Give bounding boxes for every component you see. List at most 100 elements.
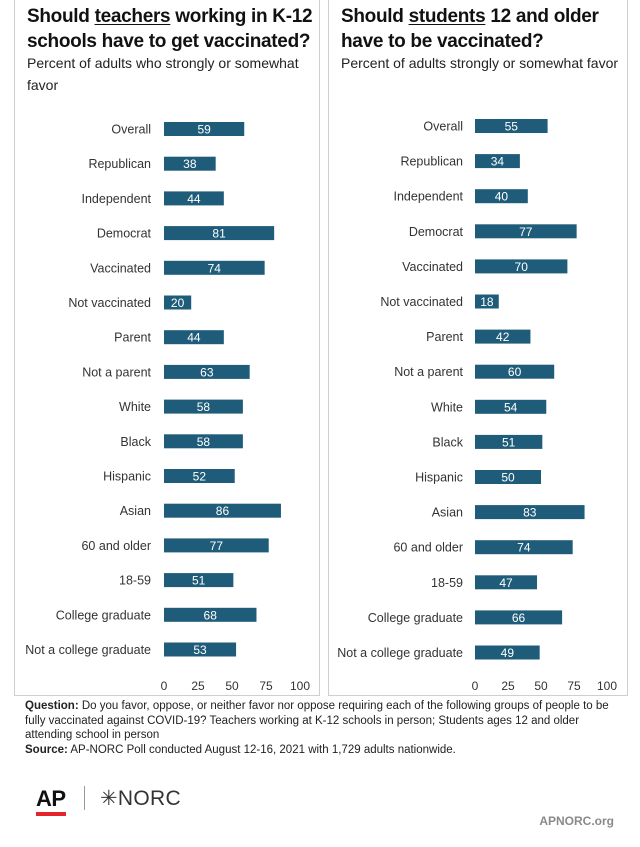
right-x-tick-label: 50 (534, 679, 548, 693)
question-note: Question: Do you favor, oppose, or neith… (25, 699, 625, 743)
right-bar (475, 329, 531, 344)
right-bar-value-label: 34 (491, 155, 505, 169)
right-bar (475, 364, 555, 379)
norc-logo: ✳NORC (100, 787, 181, 810)
left-bar (164, 226, 275, 241)
left-category-label: Republican (88, 157, 151, 171)
right-title-underlined: students (408, 6, 486, 27)
site-url: APNORC.org (539, 814, 614, 828)
left-bar-value-label: 86 (216, 504, 230, 518)
right-chart-subtitle: Percent of adults strongly or somewhat f… (341, 55, 619, 71)
right-bar-value-label: 54 (504, 400, 518, 414)
left-category-label: Not a college graduate (25, 643, 151, 657)
left-bar (164, 469, 235, 483)
right-bar-value-label: 50 (501, 471, 515, 485)
right-x-tick-label: 0 (472, 679, 479, 693)
footer-notes: Question: Do you favor, oppose, or neith… (25, 699, 625, 757)
left-category-label: Overall (111, 123, 151, 137)
source-note: Source: AP-NORC Poll conducted August 12… (25, 743, 625, 758)
left-bar-value-label: 77 (210, 539, 224, 553)
left-bar-value-label: 44 (187, 331, 201, 345)
left-bar-value-label: 63 (200, 365, 214, 379)
left-category-label: Asian (120, 504, 151, 518)
left-category-label: Parent (114, 331, 151, 345)
right-bar-chart: Overall 55 Republican 34 Independent 40 Democr… (337, 119, 617, 693)
left-bar-value-label: 38 (183, 157, 197, 171)
left-category-label: Not a parent (82, 365, 151, 379)
left-title-pre: Should (27, 6, 95, 27)
right-title-pre: Should (341, 6, 409, 27)
right-bar-value-label: 77 (519, 225, 533, 239)
left-bar (164, 364, 250, 379)
left-category-label: Black (120, 435, 151, 449)
left-category-label: Not vaccinated (68, 296, 151, 310)
right-bar-value-label: 55 (505, 120, 519, 134)
left-category-label: Democrat (97, 227, 152, 241)
left-bar (164, 434, 243, 449)
left-bar (164, 156, 216, 171)
right-category-label: 60 and older (393, 541, 463, 555)
left-title-post: working in K-12 (170, 6, 313, 27)
left-chart-panel: Should teachers working in K-12 schools … (14, 0, 320, 696)
right-title-post: 12 and older (485, 6, 599, 27)
left-category-label: 18-59 (119, 574, 151, 588)
right-category-label: Vaccinated (402, 260, 463, 274)
source-text: AP-NORC Poll conducted August 12-16, 202… (67, 743, 456, 756)
right-bar (475, 294, 499, 309)
right-bar-value-label: 51 (502, 435, 516, 449)
left-bar-value-label: 20 (171, 296, 185, 310)
left-bar-value-label: 81 (212, 227, 226, 241)
left-bar-value-label: 68 (204, 608, 218, 622)
left-bar (164, 295, 192, 310)
left-bar (164, 399, 243, 414)
right-title-line2: have to be vaccinated? (341, 31, 544, 52)
right-bar (475, 189, 528, 204)
right-bar-value-label: 70 (515, 260, 529, 274)
right-bar-value-label: 60 (508, 365, 522, 379)
left-bar (164, 538, 269, 553)
right-category-label: Independent (393, 190, 463, 204)
left-category-label: College graduate (56, 608, 151, 622)
right-x-tick-label: 75 (567, 679, 581, 693)
right-category-label: Asian (432, 506, 463, 520)
right-x-tick-label: 100 (597, 679, 617, 693)
left-bar-value-label: 59 (197, 123, 211, 137)
right-bar (475, 540, 573, 555)
right-category-label: College graduate (368, 611, 463, 625)
right-bar (475, 575, 538, 590)
right-bar-value-label: 83 (523, 506, 537, 520)
left-bar (164, 330, 224, 345)
left-bar-value-label: 52 (193, 470, 207, 484)
left-bar (164, 573, 234, 588)
right-bar (475, 224, 577, 239)
right-bar-value-label: 47 (499, 576, 513, 590)
left-x-tick-label: 50 (225, 679, 239, 693)
left-category-label: Hispanic (103, 470, 151, 484)
right-bar (475, 470, 541, 484)
logo-divider (84, 786, 85, 810)
right-bar (475, 434, 543, 449)
right-category-label: 18-59 (431, 576, 463, 590)
right-bar-value-label: 66 (512, 611, 526, 625)
right-bar (475, 610, 563, 625)
left-bar (164, 607, 257, 622)
right-bar-value-label: 74 (517, 541, 531, 555)
left-bar (164, 503, 281, 518)
left-category-label: Independent (81, 192, 151, 206)
left-category-label: White (119, 400, 151, 414)
right-chart-panel: Should students 12 and older have to be … (328, 0, 628, 696)
left-bar (164, 260, 265, 275)
ap-logo: AP (36, 786, 66, 811)
left-bar-value-label: 53 (193, 643, 207, 657)
left-bar (164, 191, 224, 206)
left-bar-value-label: 58 (197, 435, 211, 449)
right-category-label: Not vaccinated (380, 295, 463, 309)
right-bar (475, 259, 568, 274)
right-bar (475, 119, 548, 133)
left-x-tick-label: 75 (259, 679, 273, 693)
left-category-label: Vaccinated (90, 261, 151, 275)
right-bar (475, 154, 520, 169)
source-label: Source: (25, 743, 68, 756)
right-category-label: Not a college graduate (337, 646, 463, 660)
right-category-label: Republican (400, 155, 463, 169)
